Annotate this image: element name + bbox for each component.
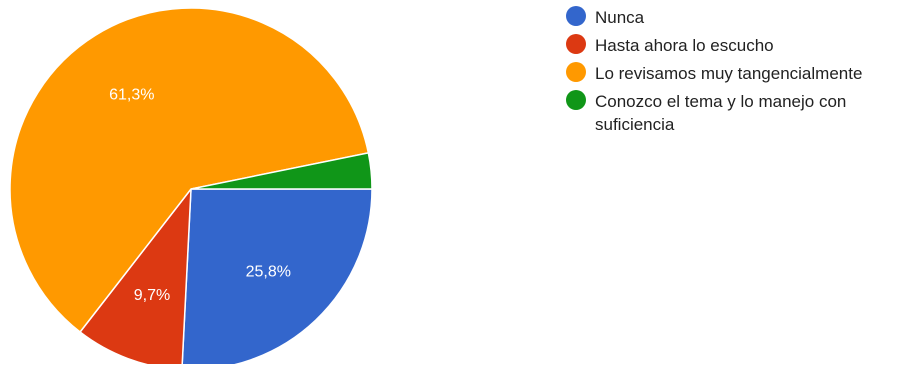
legend-item-lo-revisamos[interactable]: Lo revisamos muy tangencialmente <box>566 62 919 85</box>
slice-label-hasta-ahora: 9,7% <box>134 287 170 304</box>
legend-label-conozco: Conozco el tema y lo manejo con suficien… <box>595 92 847 134</box>
slice-label-lo-revisamos: 61,3% <box>109 87 154 104</box>
legend-swatch-nunca <box>566 6 586 26</box>
legend-label-lo-revisamos: Lo revisamos muy tangencialmente <box>595 64 863 83</box>
legend-item-conozco[interactable]: Conozco el tema y lo manejo con suficien… <box>566 90 919 136</box>
legend-swatch-lo-revisamos <box>566 62 586 82</box>
legend-item-nunca[interactable]: Nunca <box>566 6 919 29</box>
slice-lo-revisamos[interactable] <box>9 7 370 334</box>
legend-item-hasta-ahora[interactable]: Hasta ahora lo escucho <box>566 34 919 57</box>
legend-label-nunca: Nunca <box>595 8 645 27</box>
slice-hasta-ahora[interactable] <box>79 186 192 369</box>
chart-legend: Nunca Hasta ahora lo escucho Lo revisamo… <box>566 6 919 141</box>
legend-swatch-hasta-ahora <box>566 34 586 54</box>
slice-label-nunca: 25,8% <box>246 263 291 280</box>
slice-conozco[interactable] <box>190 151 373 190</box>
legend-label-hasta-ahora: Hasta ahora lo escucho <box>595 36 774 55</box>
legend-swatch-conozco <box>566 90 586 110</box>
